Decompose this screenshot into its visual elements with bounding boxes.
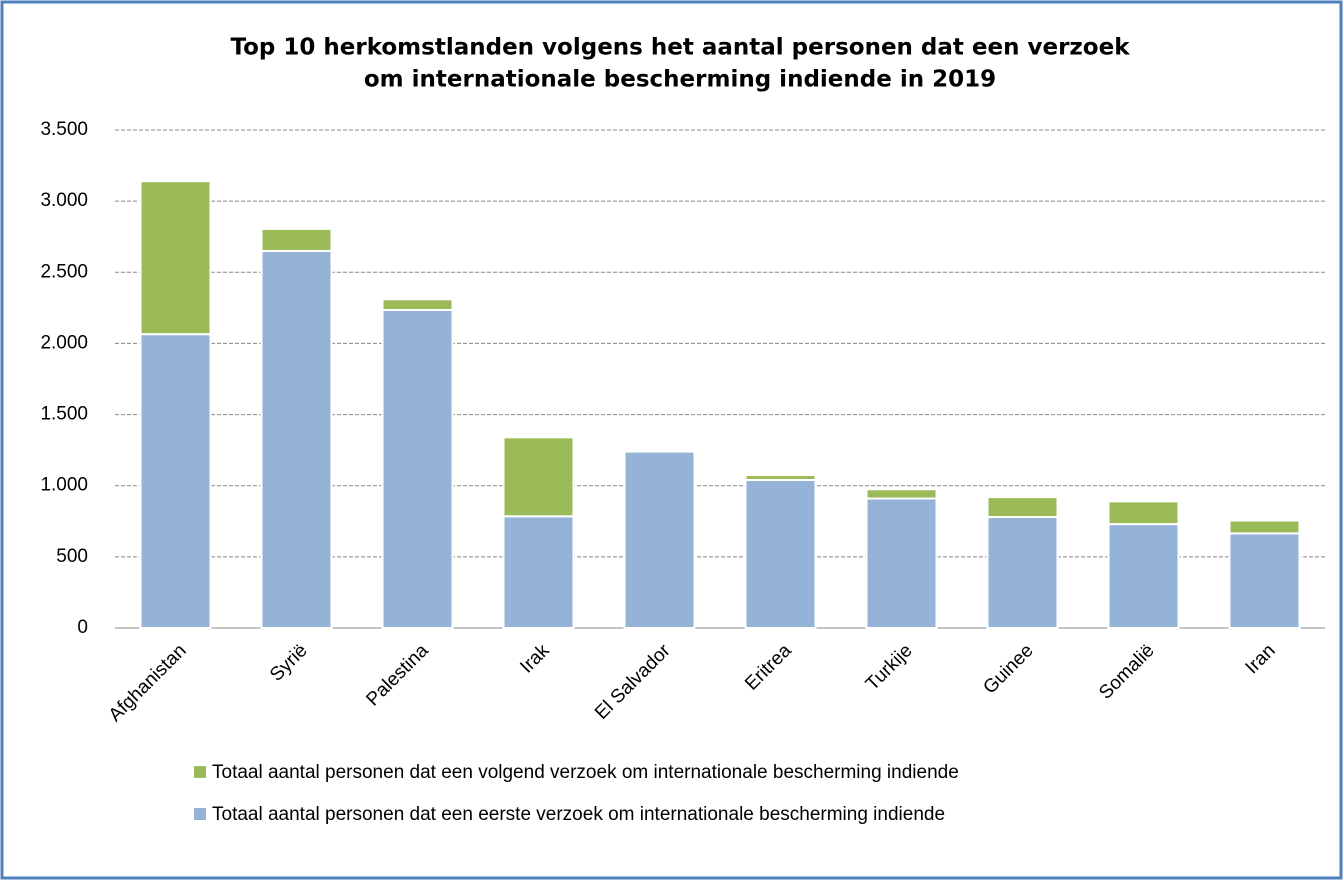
y-tick-label: 3.500 <box>40 119 88 140</box>
y-tick-label: 2.500 <box>40 261 88 282</box>
bar-segment <box>986 496 1059 519</box>
bar-segment <box>1107 500 1180 526</box>
chart-title: Top 10 herkomstlanden volgens het aantal… <box>230 35 1130 61</box>
bar-segment <box>502 436 575 518</box>
bar-segment <box>139 333 212 629</box>
y-tick-label: 3.000 <box>40 190 88 211</box>
bar-segment <box>139 180 212 336</box>
y-tick-label: 1.000 <box>40 475 88 496</box>
legend-label: Totaal aantal personen dat een volgend v… <box>212 762 959 783</box>
bar-segment <box>381 298 454 311</box>
bar-segment <box>1228 532 1301 630</box>
y-tick-label: 0 <box>77 617 88 638</box>
bar-segment <box>865 488 938 500</box>
y-tick-label: 2.000 <box>40 332 88 353</box>
bar-segment <box>260 227 333 252</box>
bar-segment <box>260 249 333 629</box>
y-tick-label: 1.500 <box>40 404 88 425</box>
bar-segment <box>1228 519 1301 535</box>
bar-segment <box>502 515 575 630</box>
legend-label: Totaal aantal personen dat een eerste ve… <box>212 804 945 825</box>
y-tick-label: 500 <box>56 546 88 567</box>
bar-segment <box>1107 523 1180 629</box>
bar-segment <box>986 516 1059 630</box>
legend-swatch <box>194 766 206 778</box>
legend-swatch <box>194 808 206 820</box>
bar-segment <box>744 479 817 629</box>
bar-segment <box>744 474 817 482</box>
bar-segment <box>381 308 454 629</box>
chart-title: om internationale bescherming indiende i… <box>364 67 996 93</box>
bar-segment <box>865 497 938 629</box>
bar-segment <box>623 450 696 629</box>
